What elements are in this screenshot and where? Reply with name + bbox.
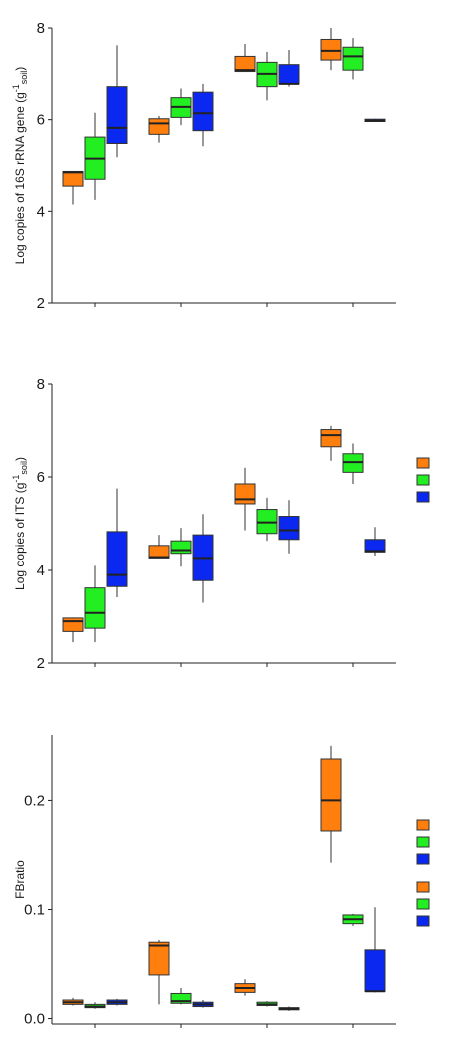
box-10-to-20-plot-3 bbox=[256, 1001, 278, 1007]
box-20-to-30-plot-2 bbox=[192, 514, 214, 603]
y-axis-label-sup: -1 bbox=[11, 475, 21, 483]
legend-swatch bbox=[416, 881, 430, 893]
box-10-to-20-plot-1 bbox=[84, 1002, 106, 1009]
box-body bbox=[170, 992, 192, 1004]
box-body bbox=[106, 531, 128, 587]
box-10-to-20-plot-3 bbox=[256, 497, 278, 542]
box-0-to-10-plot-2 bbox=[148, 940, 170, 1005]
legend bbox=[416, 819, 430, 865]
box-body bbox=[148, 941, 170, 976]
box-10-to-20-plot-1 bbox=[84, 565, 106, 643]
box-0-to-10-plot-4 bbox=[320, 425, 342, 461]
box-10-to-20-plot-4 bbox=[342, 443, 364, 484]
box-body bbox=[62, 617, 84, 632]
box-body bbox=[278, 516, 300, 541]
box-20-to-30-plot-2 bbox=[192, 83, 214, 147]
box-0-to-10-plot-1 bbox=[62, 997, 84, 1006]
legend-swatch bbox=[416, 819, 430, 831]
box-body bbox=[62, 170, 84, 187]
box-0-to-10-plot-2 bbox=[148, 116, 170, 143]
box-0-to-10-plot-3 bbox=[234, 979, 256, 996]
box-10-to-20-plot-2 bbox=[170, 528, 192, 567]
box-0-to-10-plot-3 bbox=[234, 44, 256, 73]
legend-swatch bbox=[416, 457, 430, 469]
y-axis-label-sub: soil bbox=[19, 461, 29, 475]
legend-swatch bbox=[416, 898, 430, 910]
y-axis-label: Log copies of ITS (g-1soil) bbox=[11, 457, 29, 590]
box-20-to-30-plot-3 bbox=[278, 1006, 300, 1011]
box-body bbox=[320, 429, 342, 448]
legend bbox=[416, 457, 430, 503]
box-0-to-10-plot-4 bbox=[320, 28, 342, 71]
panel-2: 2 4 6 8 Log copies of ITS (g-1soil) bbox=[11, 376, 430, 865]
legend-swatch bbox=[416, 474, 430, 486]
legend-swatch bbox=[416, 491, 430, 503]
box-10-to-20-plot-2 bbox=[170, 88, 192, 126]
y-tick-label: 8 bbox=[37, 20, 45, 37]
legend bbox=[416, 881, 430, 927]
box-body bbox=[342, 46, 364, 71]
legend-swatch bbox=[416, 836, 430, 848]
box-body bbox=[84, 587, 106, 629]
legend-swatch bbox=[416, 853, 430, 865]
box-10-to-20-plot-4 bbox=[342, 38, 364, 80]
box-body bbox=[106, 86, 128, 144]
panel-3: 0.0 0.1 0.2 FBratio bbox=[13, 735, 430, 1028]
box-20-to-30-plot-1 bbox=[106, 998, 128, 1006]
box-20-to-30-plot-2 bbox=[192, 1000, 214, 1008]
box-10-to-20-plot-2 bbox=[170, 988, 192, 1005]
y-axis-label-sup: -1 bbox=[11, 84, 21, 92]
y-axis-label-sub: soil bbox=[19, 71, 29, 85]
y-axis-label: FBratio bbox=[13, 860, 27, 899]
box-body bbox=[364, 949, 386, 992]
box-0-to-10-plot-2 bbox=[148, 535, 170, 559]
box-20-to-30-plot-3 bbox=[278, 50, 300, 87]
box-20-to-30-plot-1 bbox=[106, 488, 128, 597]
y-axis-label-close: ) bbox=[13, 457, 27, 461]
box-body bbox=[148, 118, 170, 135]
y-axis-label-main: Log copies of ITS (g bbox=[13, 483, 27, 590]
y-tick-label: 6 bbox=[37, 469, 45, 486]
box-0-to-10-plot-1 bbox=[62, 170, 84, 205]
y-tick-label: 4 bbox=[37, 562, 45, 579]
y-tick-label: 2 bbox=[37, 655, 45, 672]
box-body bbox=[320, 38, 342, 61]
y-tick-label: 4 bbox=[37, 203, 45, 220]
y-axis-label: Log copies of 16S rRNA gene (g-1soil) bbox=[11, 67, 29, 265]
box-0-to-10-plot-4 bbox=[320, 745, 342, 863]
box-20-to-30-plot-4 bbox=[364, 907, 386, 993]
legend-swatch bbox=[416, 915, 430, 927]
y-tick-label: 0.0 bbox=[24, 1011, 45, 1028]
box-body bbox=[234, 483, 256, 505]
y-tick-label: 2 bbox=[37, 295, 45, 312]
y-tick-label: 8 bbox=[37, 376, 45, 393]
box-10-to-20-plot-3 bbox=[256, 51, 278, 101]
box-0-to-10-plot-3 bbox=[234, 467, 256, 531]
box-body bbox=[320, 758, 342, 832]
y-axis-label-main: Log copies of 16S rRNA gene (g bbox=[13, 92, 27, 264]
box-10-to-20-plot-4 bbox=[342, 913, 364, 926]
box-20-to-30-plot-4 bbox=[364, 118, 386, 123]
y-tick-label: 6 bbox=[37, 112, 45, 129]
box-body bbox=[192, 91, 214, 132]
box-20-to-30-plot-1 bbox=[106, 45, 128, 158]
y-tick-label: 0.2 bbox=[24, 792, 45, 809]
y-axis-label-close: ) bbox=[13, 67, 27, 71]
box-20-to-30-plot-4 bbox=[364, 527, 386, 557]
box-0-to-10-plot-1 bbox=[62, 617, 84, 643]
box-body bbox=[234, 55, 256, 73]
y-tick-label: 0.1 bbox=[24, 901, 45, 918]
box-10-to-20-plot-1 bbox=[84, 112, 106, 200]
box-body bbox=[278, 64, 300, 85]
box-body bbox=[170, 540, 192, 555]
y-axis-label-main: FBratio bbox=[13, 860, 27, 899]
box-20-to-30-plot-3 bbox=[278, 500, 300, 554]
